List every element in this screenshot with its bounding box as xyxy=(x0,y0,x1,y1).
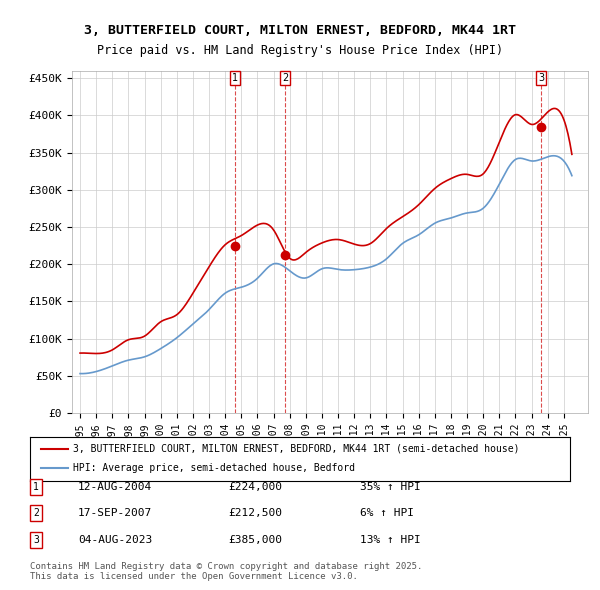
Text: 35% ↑ HPI: 35% ↑ HPI xyxy=(360,482,421,491)
Text: 1: 1 xyxy=(33,482,39,491)
Text: 1: 1 xyxy=(232,73,238,83)
Text: £385,000: £385,000 xyxy=(228,535,282,545)
Text: 3: 3 xyxy=(538,73,544,83)
Text: 6% ↑ HPI: 6% ↑ HPI xyxy=(360,509,414,518)
Text: 2: 2 xyxy=(282,73,288,83)
Text: £224,000: £224,000 xyxy=(228,482,282,491)
Text: 3: 3 xyxy=(33,535,39,545)
Text: 3, BUTTERFIELD COURT, MILTON ERNEST, BEDFORD, MK44 1RT: 3, BUTTERFIELD COURT, MILTON ERNEST, BED… xyxy=(84,24,516,37)
Text: 13% ↑ HPI: 13% ↑ HPI xyxy=(360,535,421,545)
Text: 3, BUTTERFIELD COURT, MILTON ERNEST, BEDFORD, MK44 1RT (semi-detached house): 3, BUTTERFIELD COURT, MILTON ERNEST, BED… xyxy=(73,444,520,454)
Text: £212,500: £212,500 xyxy=(228,509,282,518)
Text: Price paid vs. HM Land Registry's House Price Index (HPI): Price paid vs. HM Land Registry's House … xyxy=(97,44,503,57)
Text: HPI: Average price, semi-detached house, Bedford: HPI: Average price, semi-detached house,… xyxy=(73,464,355,473)
Text: Contains HM Land Registry data © Crown copyright and database right 2025.
This d: Contains HM Land Registry data © Crown c… xyxy=(30,562,422,581)
Text: 04-AUG-2023: 04-AUG-2023 xyxy=(78,535,152,545)
Text: 12-AUG-2004: 12-AUG-2004 xyxy=(78,482,152,491)
Text: 2: 2 xyxy=(33,509,39,518)
Text: 17-SEP-2007: 17-SEP-2007 xyxy=(78,509,152,518)
